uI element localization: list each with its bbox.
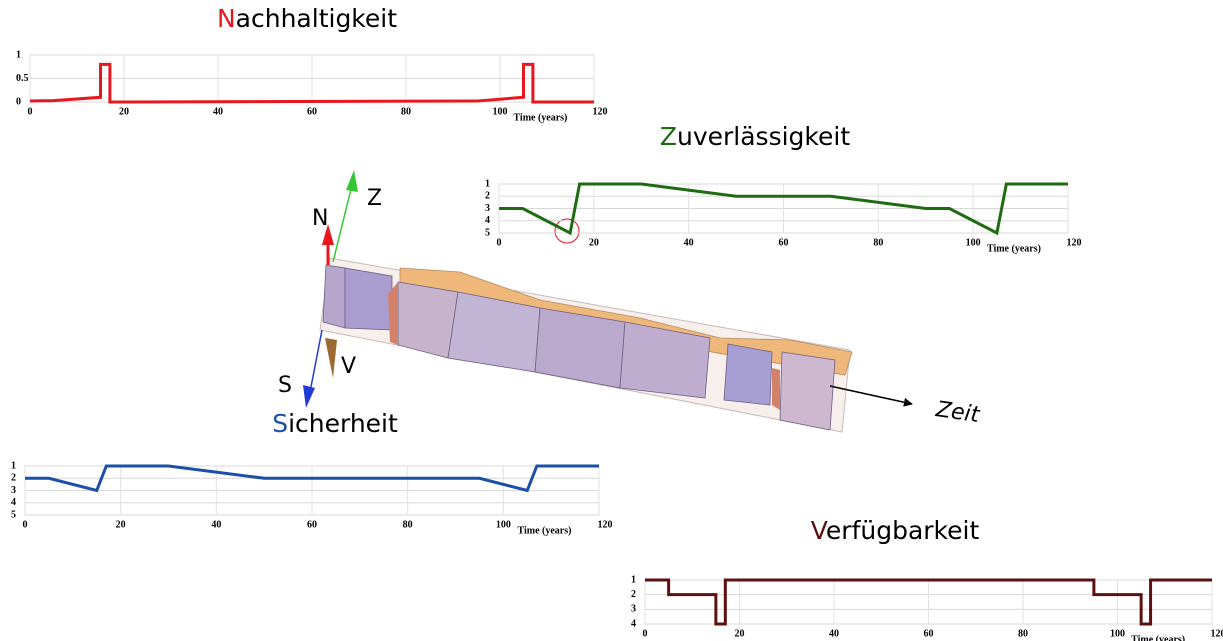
- x-tick-label: 100: [493, 106, 508, 117]
- n-arrowhead: [322, 224, 334, 245]
- x-tick-label: 120: [598, 519, 613, 530]
- x-tick-label: 60: [779, 237, 789, 248]
- chart-title: Zuverlässigkeit: [660, 122, 850, 151]
- title-rest: achhaltigkeit: [236, 4, 398, 33]
- chart-title: Verfügbarkeit: [811, 516, 980, 545]
- beam-panel: [322, 264, 346, 329]
- highlight-circle: [554, 218, 580, 244]
- x-tick-label: 40: [829, 628, 839, 639]
- chart-title: Nachhaltigkeit: [217, 4, 397, 33]
- v-arrow: [325, 338, 337, 378]
- title-rest: uverlässigkeit: [677, 122, 850, 151]
- x-tick-label: 60: [924, 628, 934, 639]
- title-rest: erfügbarkeit: [826, 516, 980, 545]
- title-initial: S: [272, 409, 288, 438]
- chart: Nachhaltigkeit 0 0.5 1 0 20 40 60 80 100 120 Time (…: [16, 4, 608, 123]
- y-tick-label: 0: [16, 96, 21, 107]
- time-arrow: [829, 385, 913, 407]
- beam-panel: [779, 351, 836, 431]
- axis-label: V: [341, 354, 356, 379]
- x-tick-label: 0: [643, 628, 648, 639]
- x-tick-label: 120: [593, 106, 608, 117]
- axis-label: N: [312, 206, 328, 231]
- x-tick-label: 0: [28, 106, 33, 117]
- chart: Verfügbarkeit 1 2 3 40 20 40 60 80 100 120 Time (ye…: [631, 516, 1223, 641]
- beam-panel: [723, 343, 773, 406]
- x-tick-label: 100: [1110, 628, 1125, 639]
- x-tick-label: 80: [403, 519, 413, 530]
- x-axis-label: Time (years): [1131, 634, 1185, 641]
- title-initial: V: [811, 516, 828, 545]
- x-tick-label: 120: [1067, 237, 1082, 248]
- beam-diagram: N Z S V Zeit: [278, 170, 982, 433]
- y-tick-label: 2: [485, 191, 490, 202]
- x-tick-label: 80: [401, 106, 411, 117]
- x-axis-label: Time (years): [513, 112, 567, 123]
- time-label: Zeit: [933, 397, 982, 428]
- x-tick-label: 40: [684, 237, 694, 248]
- x-tick-label: 100: [966, 237, 981, 248]
- data-line: [499, 182, 1068, 236]
- data-line: [645, 578, 1212, 626]
- x-axis-label: Time (years): [987, 243, 1041, 254]
- beam-panel: [534, 307, 626, 389]
- data-line: [25, 464, 599, 493]
- axis-label: S: [278, 373, 292, 398]
- title-initial: N: [217, 4, 236, 33]
- x-tick-label: 40: [213, 106, 223, 117]
- y-tick-label: 4: [631, 618, 636, 629]
- y-tick-label: 0.5: [16, 73, 29, 84]
- data-line: [29, 62, 594, 104]
- x-axis-label: Time (years): [517, 525, 571, 536]
- x-tick-label: 20: [735, 628, 745, 639]
- beam-panel: [344, 267, 393, 331]
- y-tick-label: 4: [485, 215, 490, 226]
- y-tick-label: 5: [485, 227, 490, 238]
- beam-panel: [397, 281, 459, 359]
- s-arrowhead: [303, 385, 315, 408]
- y-tick-label: 1: [16, 49, 21, 60]
- beam-panel: [619, 321, 711, 399]
- x-tick-label: 20: [589, 237, 599, 248]
- x-tick-label: 60: [307, 519, 317, 530]
- x-tick-label: 80: [1018, 628, 1028, 639]
- s-axis: [309, 329, 323, 393]
- chart-title: Sicherheit: [272, 409, 398, 438]
- y-tick-label: 1: [631, 574, 636, 585]
- title-initial: Z: [660, 122, 677, 151]
- z-arrowhead: [346, 170, 358, 192]
- x-tick-label: 0: [497, 237, 502, 248]
- x-tick-label: 20: [116, 519, 126, 530]
- y-tick-label: 3: [631, 604, 636, 615]
- y-tick-label: 5: [11, 509, 16, 520]
- x-tick-label: 60: [307, 106, 317, 117]
- x-tick-label: 120: [1211, 628, 1223, 639]
- axis-label: Z: [367, 186, 382, 211]
- y-tick-label: 2: [631, 589, 636, 600]
- x-tick-label: 20: [119, 106, 129, 117]
- x-tick-label: 0: [23, 519, 28, 530]
- y-tick-label: 3: [485, 203, 490, 214]
- y-tick-label: 4: [11, 497, 16, 508]
- beam-end: [772, 368, 780, 410]
- x-tick-label: 80: [873, 237, 883, 248]
- y-tick-label: 3: [11, 485, 16, 496]
- y-tick-label: 1: [485, 178, 490, 189]
- title-rest: icherheit: [288, 409, 398, 438]
- x-tick-label: 100: [496, 519, 511, 530]
- x-tick-label: 40: [211, 519, 221, 530]
- y-tick-label: 2: [11, 473, 16, 484]
- beam-end: [388, 282, 398, 345]
- y-tick-label: 1: [11, 460, 16, 471]
- z-axis: [332, 184, 353, 263]
